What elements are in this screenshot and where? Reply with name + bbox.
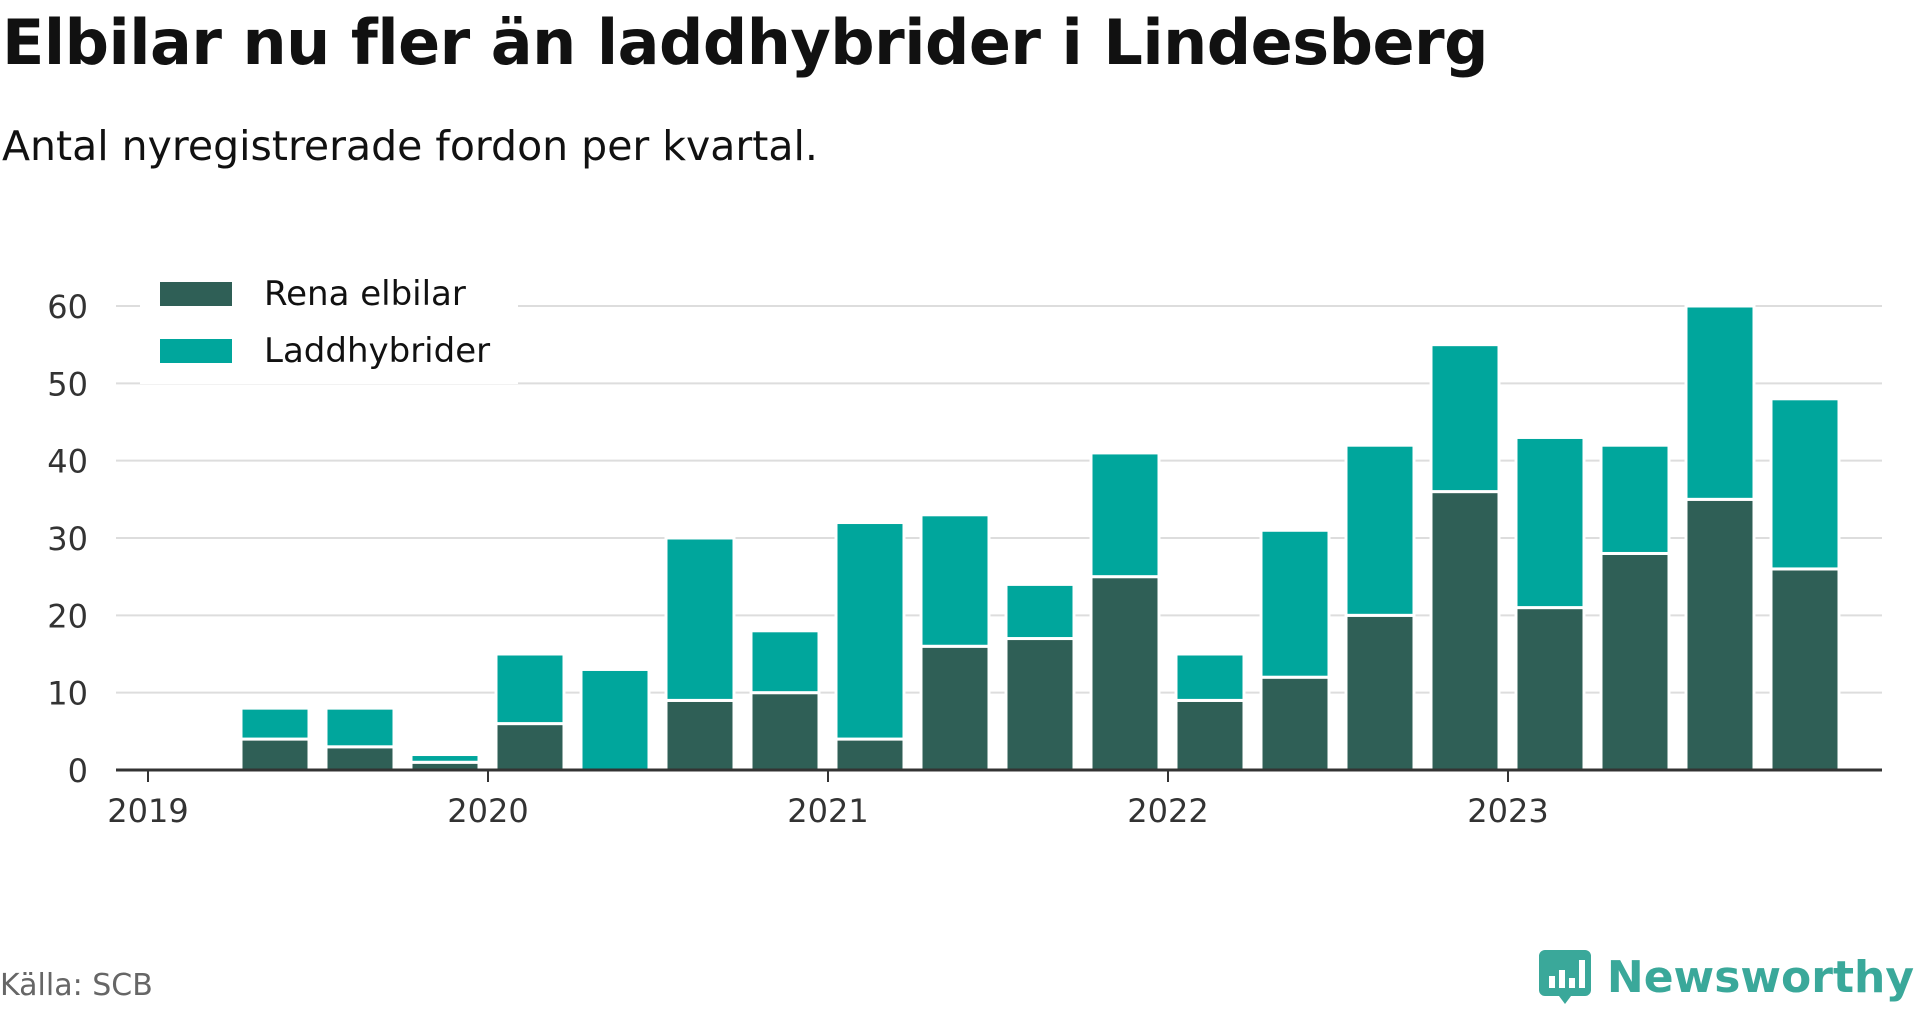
y-tick-label: 50 xyxy=(47,365,88,403)
legend-swatch-rena-elbilar xyxy=(160,282,232,306)
legend: Rena elbilar Laddhybrider xyxy=(140,262,518,384)
chart-subtitle: Antal nyregistrerade fordon per kvartal. xyxy=(2,122,818,170)
bar-rena-elbilar xyxy=(1089,575,1161,772)
brand-name: Newsworthy xyxy=(1606,951,1914,1003)
bar-laddhybrider xyxy=(1514,435,1586,610)
bar-laddhybrider xyxy=(1684,304,1756,501)
bar-laddhybrider xyxy=(664,536,736,702)
bar-rena-elbilar xyxy=(1599,551,1671,772)
bar-laddhybrider xyxy=(749,629,821,695)
chart-title: Elbilar nu fler än laddhybrider i Lindes… xyxy=(2,6,1489,79)
x-tick-label: 2020 xyxy=(447,792,528,830)
bar-laddhybrider xyxy=(1259,528,1331,679)
bar-laddhybrider xyxy=(409,753,481,764)
bar-rena-elbilar xyxy=(239,737,311,772)
x-tick-label: 2022 xyxy=(1127,792,1208,830)
y-tick-label: 30 xyxy=(47,520,88,558)
bar-rena-elbilar xyxy=(1769,567,1841,772)
bar-rena-elbilar xyxy=(1174,698,1246,772)
y-tick-label: 20 xyxy=(47,597,88,635)
bar-rena-elbilar xyxy=(1259,675,1331,772)
y-tick-label: 60 xyxy=(47,288,88,326)
y-axis-ticks: 0 10 20 30 40 50 60 xyxy=(47,288,88,790)
bar-rena-elbilar xyxy=(919,644,991,772)
bar-laddhybrider xyxy=(239,706,311,741)
bar-laddhybrider xyxy=(1429,343,1501,494)
newsworthy-logo-icon xyxy=(1538,950,1591,1004)
bar-laddhybrider xyxy=(1599,443,1671,555)
y-tick-label: 40 xyxy=(47,443,88,481)
y-tick-label: 10 xyxy=(47,675,88,713)
bar-laddhybrider xyxy=(919,513,991,648)
bar-laddhybrider xyxy=(1004,582,1076,641)
y-tick-label: 0 xyxy=(68,752,88,790)
brand-logo: Newsworthy xyxy=(1537,948,1914,1006)
legend-label-rena-elbilar: Rena elbilar xyxy=(264,274,466,314)
x-tick-label: 2019 xyxy=(107,792,188,830)
bar-laddhybrider xyxy=(1174,652,1246,702)
bar-laddhybrider xyxy=(1344,443,1416,617)
legend-swatch-laddhybrider xyxy=(160,339,232,363)
x-tick-label: 2023 xyxy=(1467,792,1548,830)
bar-laddhybrider xyxy=(1769,397,1841,571)
bar-rena-elbilar xyxy=(494,722,566,772)
bar-laddhybrider xyxy=(494,652,566,726)
bar-laddhybrider xyxy=(834,521,906,741)
x-axis-ticks: 2019 2020 2021 2022 2023 xyxy=(107,770,1549,830)
bar-rena-elbilar xyxy=(1004,637,1076,772)
bar-laddhybrider xyxy=(1089,451,1161,579)
bar-rena-elbilar xyxy=(1684,497,1756,772)
stacked-bar-chart: 0 10 20 30 40 50 60 2019 2020 2021 2022 2023 Rena … xyxy=(47,262,1882,830)
bar-rena-elbilar xyxy=(1514,606,1586,772)
bar-rena-elbilar xyxy=(1429,490,1501,772)
bar-rena-elbilar xyxy=(664,698,736,772)
x-tick-label: 2021 xyxy=(787,792,868,830)
bar-laddhybrider xyxy=(324,706,396,749)
bar-laddhybrider xyxy=(579,667,651,772)
legend-label-laddhybrider: Laddhybrider xyxy=(264,331,490,371)
bar-rena-elbilar xyxy=(834,737,906,772)
source-note: Källa: SCB xyxy=(0,968,153,1003)
bar-rena-elbilar xyxy=(749,691,821,772)
bar-rena-elbilar xyxy=(1344,613,1416,772)
bar-rena-elbilar xyxy=(324,745,396,772)
